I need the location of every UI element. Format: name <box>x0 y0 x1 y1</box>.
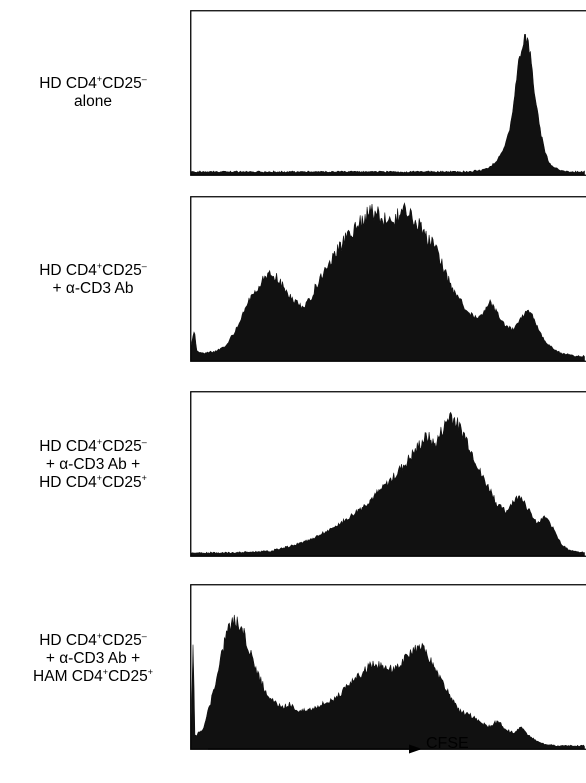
histogram-panel-4 <box>190 584 586 750</box>
label-text: HAM CD4 <box>33 668 103 685</box>
label-superscript: – <box>141 437 147 447</box>
histogram-panel-2 <box>190 196 586 362</box>
label-text: CD25 <box>102 632 142 649</box>
histogram-area-2 <box>190 202 585 362</box>
plot-frame <box>190 10 586 176</box>
label-text: HD CD4 <box>39 75 97 92</box>
label-text: CD25 <box>102 75 142 92</box>
panel-2-label: HD CD4+CD25– + α-CD3 Ab <box>0 262 186 298</box>
panel-3-label: HD CD4+CD25– + α-CD3 Ab + HD CD4+CD25+ <box>0 438 186 492</box>
label-text: HD CD4 <box>39 632 97 649</box>
panel-3-label-line: HD CD4+CD25+ <box>0 474 186 492</box>
x-axis-arrow <box>208 744 422 754</box>
label-text: CD25 <box>102 438 142 455</box>
histogram-svg <box>190 10 586 176</box>
label-text: CD25 <box>108 668 148 685</box>
label-superscript: + <box>102 667 109 677</box>
histogram-area-3 <box>190 411 585 557</box>
panel-1-label: HD CD4+CD25– alone <box>0 75 186 111</box>
label-text: alone <box>74 93 112 110</box>
label-superscript: – <box>141 261 147 271</box>
label-superscript: + <box>96 437 103 447</box>
label-superscript: + <box>96 261 103 271</box>
label-superscript: + <box>147 667 153 677</box>
label-text: HD CD4 <box>39 474 97 491</box>
label-superscript: + <box>96 631 103 641</box>
panel-3-label-line: + α-CD3 Ab + <box>0 456 186 474</box>
histogram-svg <box>190 391 586 557</box>
panel-4-label-line: HD CD4+CD25– <box>0 632 186 650</box>
label-superscript: – <box>141 74 147 84</box>
label-text: HD CD4 <box>39 438 97 455</box>
x-axis-label: CFSE <box>426 735 469 752</box>
histogram-area-4 <box>190 614 585 750</box>
histogram-svg <box>190 584 586 750</box>
panel-4-label-line: HAM CD4+CD25+ <box>0 668 186 686</box>
label-text: CD25 <box>102 262 142 279</box>
label-text: CD25 <box>102 474 142 491</box>
panel-4-label: HD CD4+CD25– + α-CD3 Ab + HAM CD4+CD25+ <box>0 632 186 686</box>
panel-2-label-line: HD CD4+CD25– <box>0 262 186 280</box>
label-superscript: – <box>141 631 147 641</box>
label-superscript: + <box>96 473 103 483</box>
label-text: HD CD4 <box>39 262 97 279</box>
plot-frame <box>190 391 586 557</box>
label-text: + α-CD3 Ab + <box>45 650 141 667</box>
panel-1-label-line: alone <box>0 93 186 111</box>
panel-1-label-line: HD CD4+CD25– <box>0 75 186 93</box>
plot-frame <box>190 196 586 362</box>
panel-2-label-line: + α-CD3 Ab <box>0 280 186 298</box>
label-text: + α-CD3 Ab <box>52 280 134 297</box>
label-superscript: + <box>141 473 147 483</box>
panel-4-label-line: + α-CD3 Ab + <box>0 650 186 668</box>
label-superscript: + <box>96 74 103 84</box>
label-text: + α-CD3 Ab + <box>45 456 141 473</box>
histogram-panel-3 <box>190 391 586 557</box>
histogram-area-1 <box>190 33 585 176</box>
panel-3-label-line: HD CD4+CD25– <box>0 438 186 456</box>
histogram-svg <box>190 196 586 362</box>
histogram-panel-1 <box>190 10 586 176</box>
